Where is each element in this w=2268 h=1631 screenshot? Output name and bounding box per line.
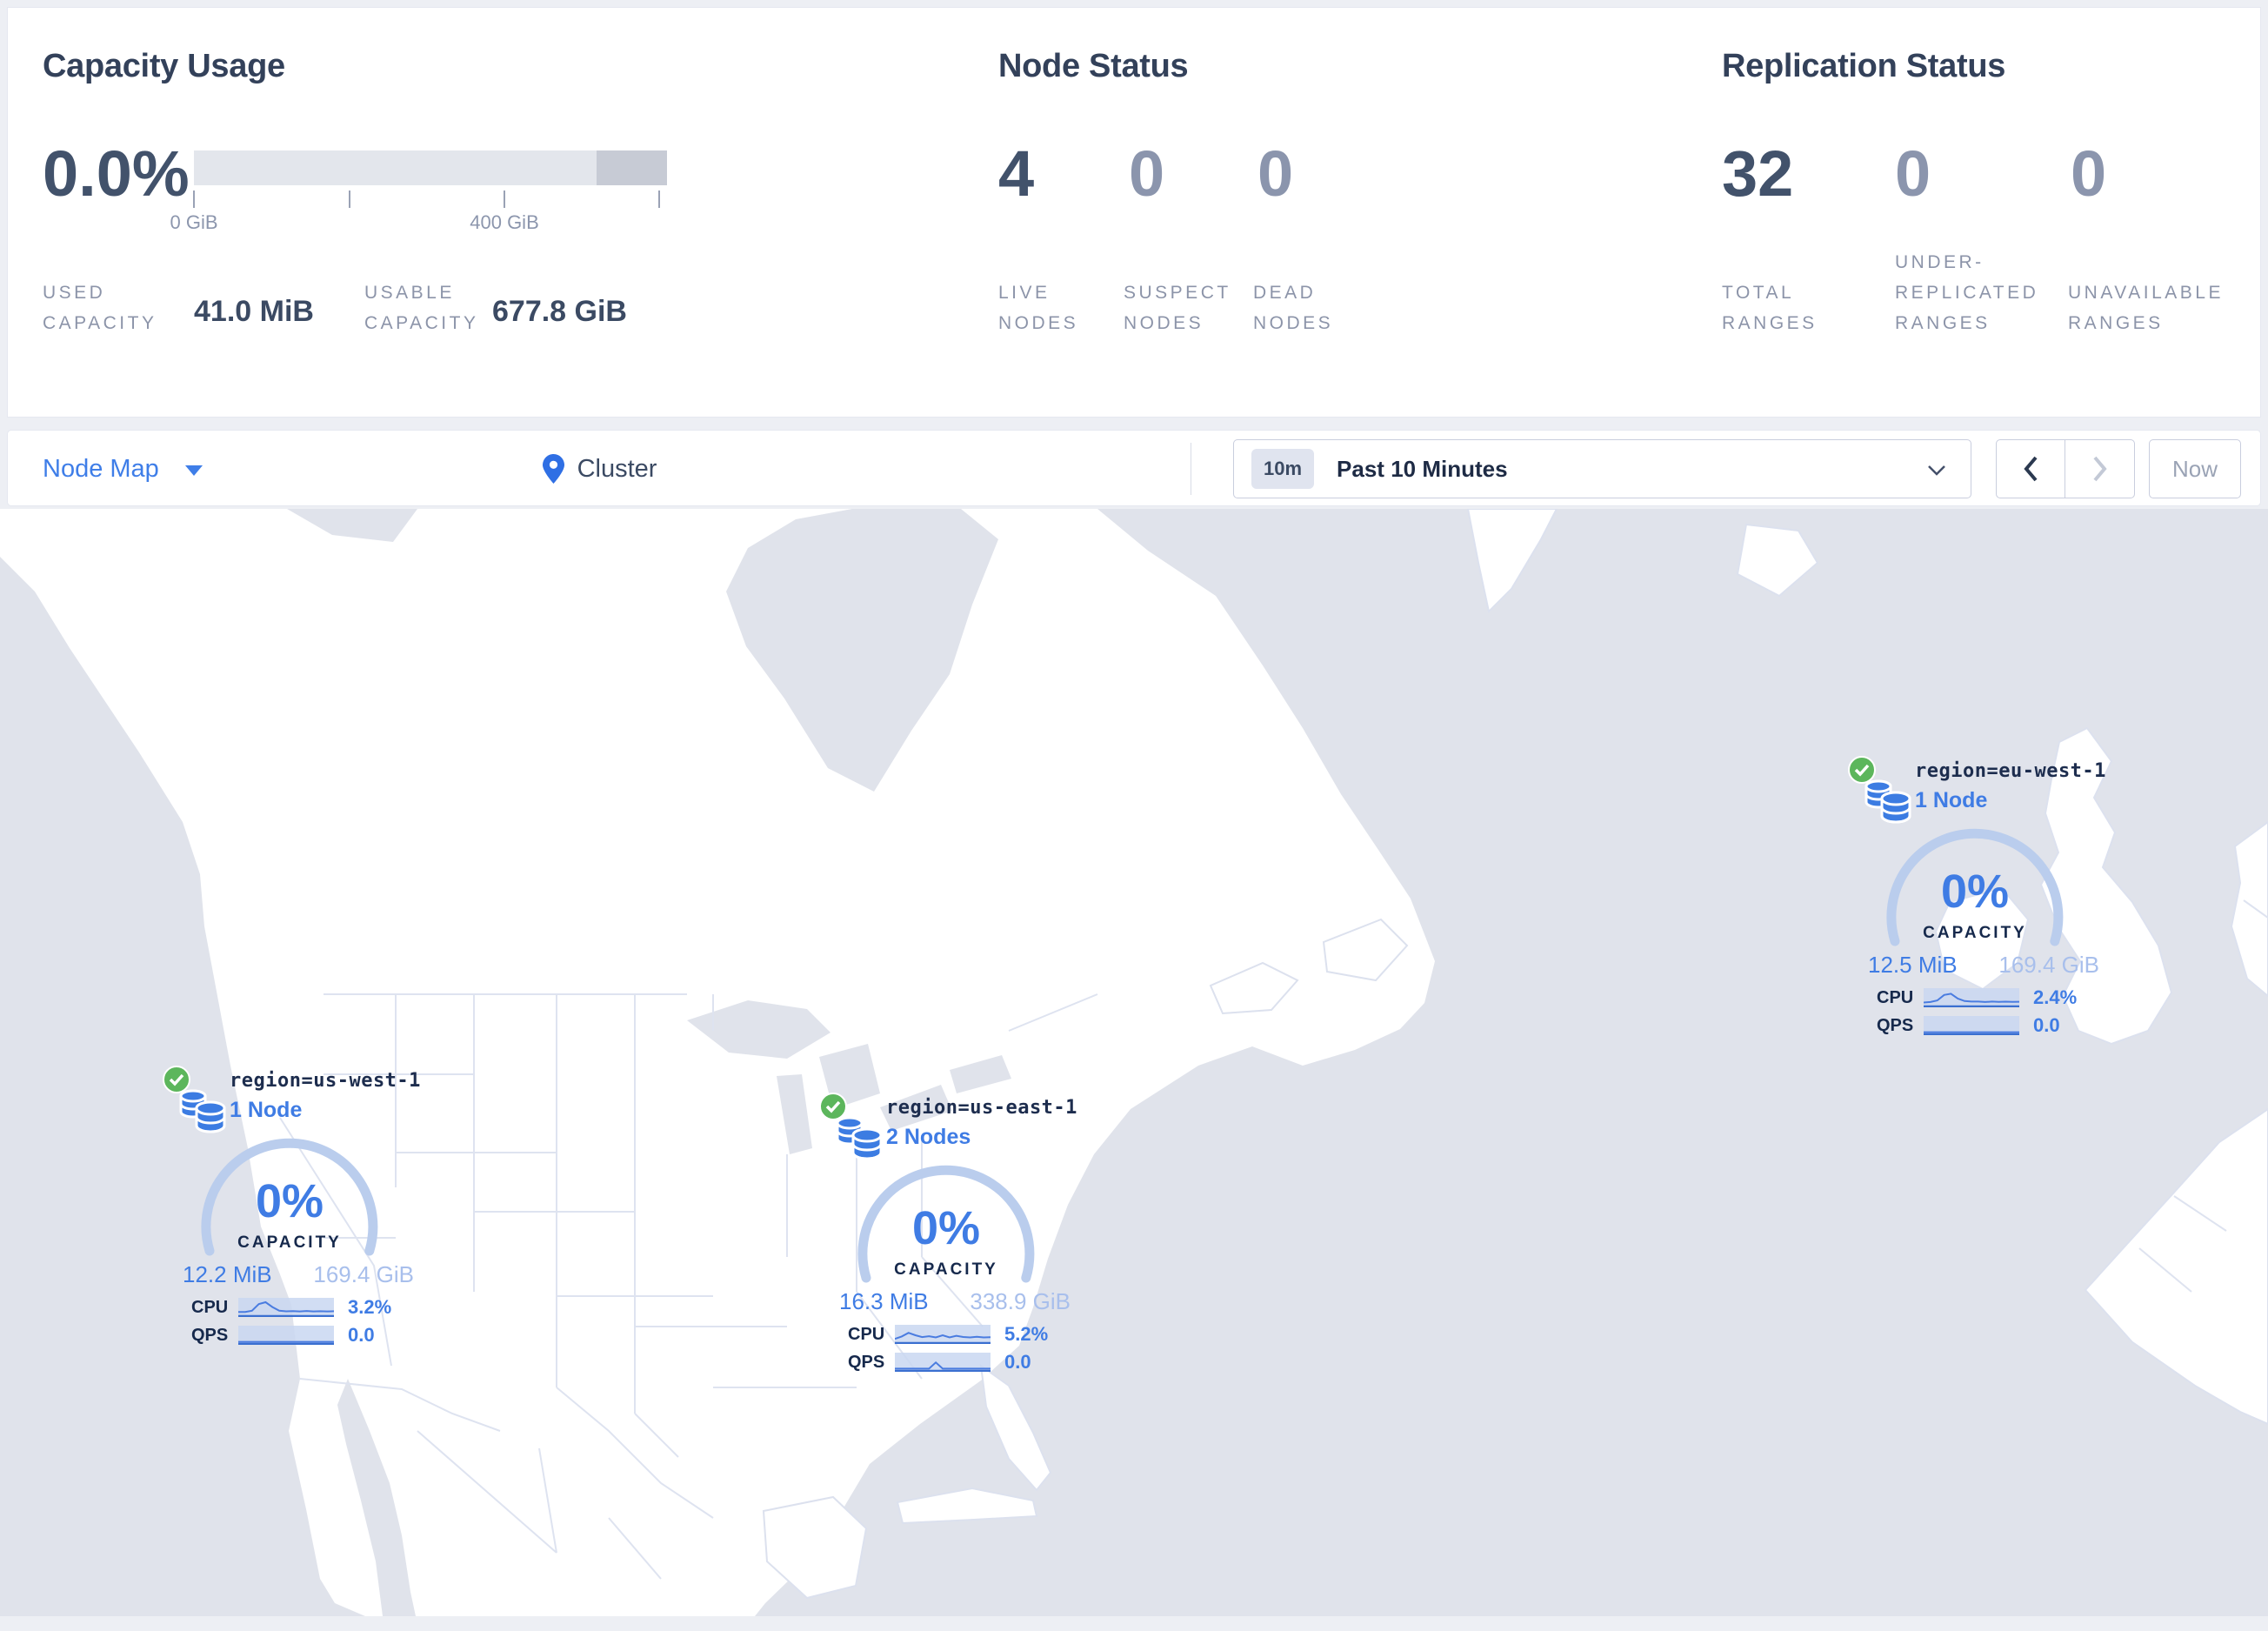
database-stack-icon xyxy=(179,1089,226,1133)
suspect-nodes-label: SUSPECT NODES xyxy=(1124,283,1231,333)
capacity-bar-tick xyxy=(349,191,350,208)
cpu-label: CPU xyxy=(1877,987,1914,1007)
region-used-capacity: 12.2 MiB xyxy=(183,1261,272,1287)
suspect-nodes-value: 0 xyxy=(1129,137,1165,210)
live-nodes-label: LIVE NODES xyxy=(998,283,1079,333)
chevron-right-icon xyxy=(2092,456,2107,482)
capacity-usage-percent: 0.0% xyxy=(43,137,190,210)
used-capacity-label: USED CAPACITY xyxy=(43,283,157,333)
chevron-left-icon xyxy=(2024,456,2038,482)
region-capacity-percent: 0% xyxy=(911,1202,981,1254)
cpu-value: 3.2% xyxy=(348,1296,392,1318)
map-toolbar: Node Map Cluster 10m Past 10 Minutes Now xyxy=(7,430,2261,506)
qps-sparkline xyxy=(1924,1016,2019,1035)
location-pin-icon xyxy=(542,454,564,484)
usable-capacity-value: 677.8 GiB xyxy=(492,295,627,328)
capacity-gauge-arc xyxy=(201,1138,378,1256)
region-name: region=us-east-1 xyxy=(886,1097,1077,1119)
cpu-sparkline xyxy=(238,1298,334,1317)
qps-label: QPS xyxy=(191,1325,229,1345)
database-stack-icon xyxy=(1864,779,1911,824)
caret-down-icon xyxy=(184,465,203,476)
time-range-badge: 10m xyxy=(1251,449,1315,489)
usable-capacity-label: USABLE CAPACITY xyxy=(364,283,479,333)
qps-value: 0.0 xyxy=(2033,1014,2060,1036)
qps-label: QPS xyxy=(1877,1015,1914,1035)
view-selector-dropdown[interactable]: Node Map xyxy=(43,431,203,507)
cpu-value: 2.4% xyxy=(2033,986,2078,1008)
chevron-down-icon xyxy=(1928,465,1945,476)
now-button[interactable]: Now xyxy=(2149,439,2241,498)
capacity-bar-tick-label: 0 GiB xyxy=(170,211,218,233)
used-capacity-value: 41.0 MiB xyxy=(194,295,314,328)
capacity-bar-tick xyxy=(504,191,505,208)
region-node-count: 2 Nodes xyxy=(886,1125,971,1149)
total-ranges-value: 32 xyxy=(1722,137,1794,210)
qps-sparkline xyxy=(895,1353,991,1372)
cpu-label: CPU xyxy=(191,1297,229,1317)
view-selector-label: Node Map xyxy=(43,454,159,483)
region-capacity-percent: 0% xyxy=(255,1175,324,1227)
healthy-check-icon xyxy=(163,1066,190,1093)
region-node-count: 1 Node xyxy=(230,1098,303,1122)
cpu-value: 5.2% xyxy=(1004,1323,1049,1345)
region-total-capacity: 169.4 GiB xyxy=(1998,952,2099,978)
capacity-usage-title: Capacity Usage xyxy=(43,48,285,84)
qps-sparkline xyxy=(238,1326,334,1345)
region-marker-us-east-1[interactable]: region=us-east-1 2 Nodes 0% CAPACITY 16.… xyxy=(804,1090,1091,1386)
under-replicated-ranges-value: 0 xyxy=(1895,137,1931,210)
qps-value: 0.0 xyxy=(1004,1351,1031,1373)
cpu-sparkline xyxy=(1924,988,2019,1007)
breadcrumb[interactable]: Cluster xyxy=(8,431,1191,507)
time-step-back-button[interactable] xyxy=(1997,440,2065,498)
healthy-check-icon xyxy=(1848,756,1876,784)
region-total-capacity: 169.4 GiB xyxy=(313,1261,414,1287)
qps-label: QPS xyxy=(848,1352,885,1372)
qps-value: 0.0 xyxy=(348,1324,375,1346)
capacity-gauge-arc xyxy=(1886,828,2064,946)
capacity-bar-tick-label: 400 GiB xyxy=(470,211,539,233)
capacity-bar-tick xyxy=(193,191,195,208)
dead-nodes-value: 0 xyxy=(1257,137,1294,210)
time-range-label: Past 10 Minutes xyxy=(1337,455,1508,482)
node-status-title: Node Status xyxy=(998,48,1189,84)
replication-status-title: Replication Status xyxy=(1722,48,2006,84)
time-step-forward-button[interactable] xyxy=(2065,440,2134,498)
live-nodes-value: 4 xyxy=(998,137,1035,210)
cpu-label: CPU xyxy=(848,1324,885,1344)
capacity-usage-bar-segment xyxy=(597,150,667,185)
region-capacity-label: CAPACITY xyxy=(894,1260,998,1279)
region-marker-us-west-1[interactable]: region=us-west-1 1 Node 0% CAPACITY 12.2… xyxy=(148,1063,435,1359)
region-capacity-label: CAPACITY xyxy=(1923,924,2027,942)
region-used-capacity: 12.5 MiB xyxy=(1868,952,1958,978)
region-marker-eu-west-1[interactable]: region=eu-west-1 1 Node 0% CAPACITY 12.5… xyxy=(1833,753,2120,1049)
time-range-dropdown[interactable]: 10m Past 10 Minutes xyxy=(1233,439,1971,498)
unavailable-ranges-value: 0 xyxy=(2071,137,2107,210)
breadcrumb-label: Cluster xyxy=(577,454,657,483)
capacity-bar-tick xyxy=(658,191,660,208)
capacity-usage-bar xyxy=(194,150,667,185)
database-stack-icon xyxy=(836,1116,883,1160)
time-step-buttons xyxy=(1996,439,2135,498)
region-capacity-label: CAPACITY xyxy=(237,1233,342,1252)
unavailable-ranges-label: UNAVAILABLE RANGES xyxy=(2068,283,2224,333)
node-map[interactable]: region=us-west-1 1 Node 0% CAPACITY 12.2… xyxy=(0,509,2268,1616)
total-ranges-label: TOTAL RANGES xyxy=(1722,283,1818,333)
cluster-stats-panel: Capacity Usage 0.0% 0 GiB 400 GiB USED C… xyxy=(7,7,2261,418)
region-node-count: 1 Node xyxy=(1915,788,1988,812)
cpu-sparkline xyxy=(895,1325,991,1344)
dead-nodes-label: DEAD NODES xyxy=(1253,283,1334,333)
region-capacity-percent: 0% xyxy=(1940,866,2010,918)
region-name: region=eu-west-1 xyxy=(1915,760,2106,782)
under-replicated-ranges-label: UNDER-REPLICATED RANGES xyxy=(1895,252,2039,333)
region-used-capacity: 16.3 MiB xyxy=(839,1288,929,1314)
capacity-gauge-arc xyxy=(857,1165,1035,1283)
region-total-capacity: 338.9 GiB xyxy=(970,1288,1071,1314)
healthy-check-icon xyxy=(819,1093,847,1120)
region-name: region=us-west-1 xyxy=(230,1070,421,1092)
